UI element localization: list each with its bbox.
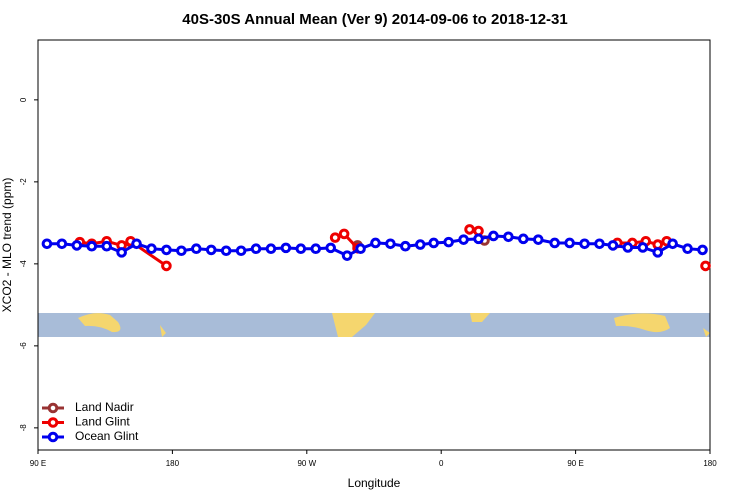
data-point (622, 242, 634, 253)
data-point (579, 238, 590, 250)
data-point (71, 240, 83, 251)
data-point (697, 244, 708, 256)
data-point (503, 231, 514, 243)
data-point (414, 239, 426, 250)
data-point (310, 243, 322, 254)
data-point (607, 240, 619, 251)
plot-frame (37, 39, 711, 451)
data-point (250, 243, 262, 254)
y-axis-label: XCO2 - MLO trend (ppm) (0, 178, 14, 313)
data-point (86, 240, 98, 252)
x-tick-label: 90 E (30, 459, 46, 468)
x-axis-label: Longitude (348, 476, 401, 490)
data-point (473, 233, 484, 245)
map-strip (38, 313, 710, 337)
data-point (329, 232, 341, 243)
data-point (700, 260, 711, 272)
data-point (400, 240, 411, 252)
data-point (341, 250, 353, 261)
data-point (532, 234, 544, 245)
data-point (385, 238, 396, 250)
data-point (205, 244, 217, 256)
legend-label: Land Nadir (75, 400, 134, 414)
data-point (116, 247, 127, 258)
data-point (101, 240, 112, 252)
data-point (190, 243, 202, 254)
data-point (295, 243, 307, 254)
data-point (131, 238, 142, 250)
data-point (235, 245, 247, 257)
data-point (488, 230, 499, 242)
x-tick-label: 90 W (297, 459, 316, 468)
data-point (280, 242, 292, 254)
data-point (265, 243, 277, 254)
x-tick-label: 0 (439, 459, 444, 468)
data-point (220, 245, 232, 257)
data-point (428, 237, 440, 249)
y-tick-label: -2 (19, 178, 28, 186)
data-point (518, 233, 529, 245)
data-point (443, 236, 454, 248)
data-point (325, 242, 336, 254)
data-point (338, 228, 350, 240)
x-tick-label: 180 (166, 459, 180, 468)
data-point (682, 243, 693, 254)
data-point (161, 260, 172, 272)
data-point (370, 237, 381, 249)
data-point (146, 243, 157, 254)
data-point (161, 244, 172, 256)
data-point (549, 237, 560, 249)
data-point (41, 238, 53, 250)
data-point (637, 242, 649, 253)
legend-marker (47, 402, 59, 414)
legend-marker (47, 431, 59, 443)
data-point (594, 238, 605, 250)
legend-label: Land Glint (75, 415, 130, 429)
data-point (458, 234, 469, 245)
data-point (176, 245, 187, 257)
legend-marker (47, 417, 59, 428)
y-tick-label: -6 (19, 342, 28, 350)
data-point (564, 237, 575, 249)
data-point (464, 224, 475, 235)
data-point (355, 243, 366, 254)
x-tick-label: 90 E (567, 459, 583, 468)
y-tick-label: -4 (19, 260, 28, 268)
data-point (667, 238, 678, 250)
data-point (652, 247, 664, 258)
chart-title: 40S-30S Annual Mean (Ver 9) 2014-09-06 t… (182, 11, 567, 28)
x-tick-label: 180 (703, 459, 717, 468)
y-tick-label: 0 (19, 97, 28, 102)
y-tick-label: -8 (19, 424, 28, 432)
data-point (56, 238, 68, 250)
legend-label: Ocean Glint (75, 429, 139, 443)
